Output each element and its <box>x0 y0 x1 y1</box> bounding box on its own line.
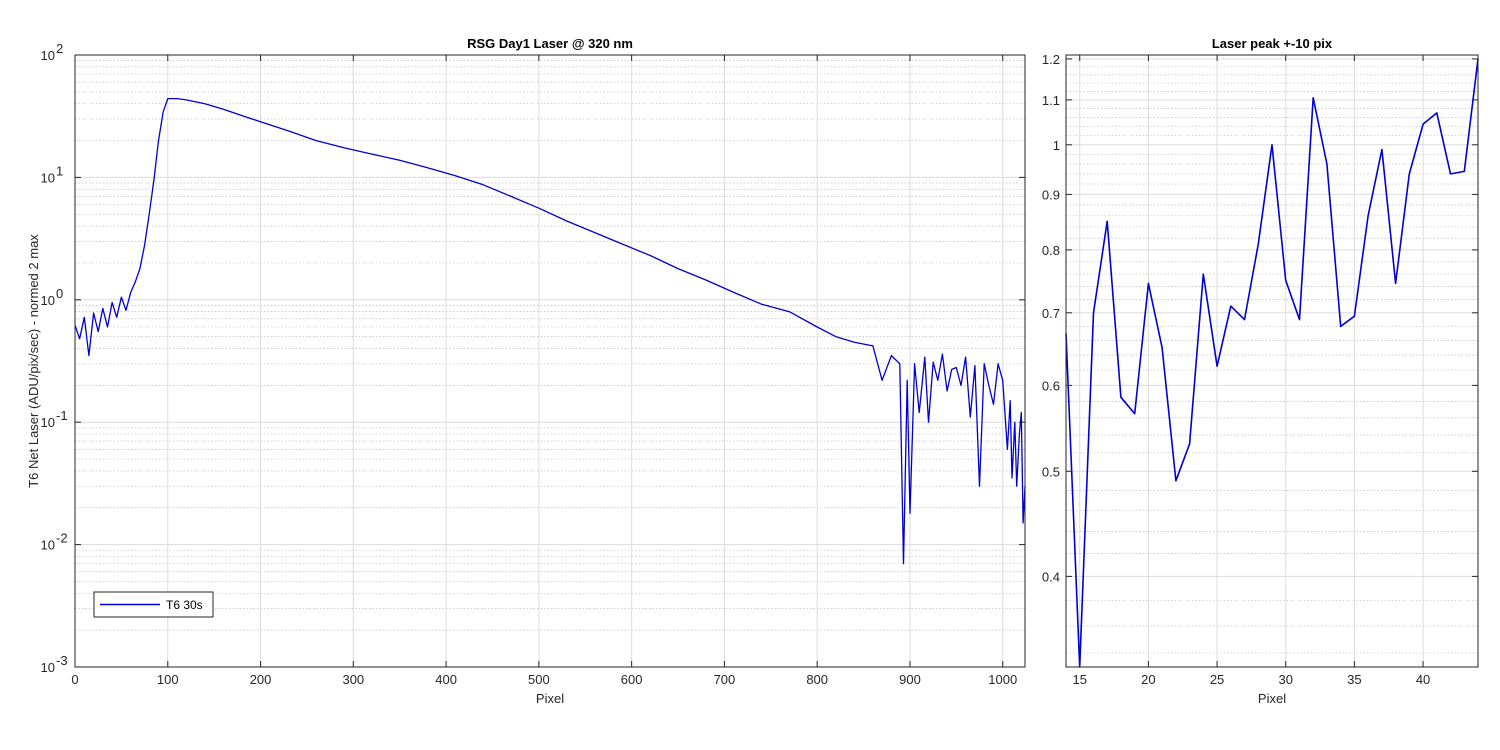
left-y-tick-exponent: 1 <box>56 163 63 178</box>
left-y-tick-exponent: 0 <box>56 286 63 301</box>
left-x-tick-label: 1000 <box>988 672 1017 687</box>
left-ticks <box>74 54 1025 668</box>
left-x-tick-label: 800 <box>806 672 828 687</box>
left-plot-frame <box>74 54 1026 668</box>
right-x-tick-label: 25 <box>1210 672 1224 687</box>
left-y-tick-exponent: 2 <box>56 41 63 56</box>
right-x-tick-label: 20 <box>1141 672 1155 687</box>
right-series-line <box>1065 58 1479 668</box>
left-y-tick-label: 10 <box>41 415 55 430</box>
right-y-tick-label: 1.1 <box>1042 93 1060 108</box>
right-y-tick-label: 0.9 <box>1042 187 1060 202</box>
right-x-axis-label: Pixel <box>1258 691 1286 706</box>
right-series-group <box>1065 58 1479 668</box>
right-y-tick-label: 0.5 <box>1042 464 1060 479</box>
right-x-tick-label: 15 <box>1072 672 1086 687</box>
left-x-tick-label: 0 <box>71 672 78 687</box>
left-x-tick-label: 500 <box>528 672 550 687</box>
right-x-tick-labels: 15 20 25 30 35 40 <box>1072 672 1430 687</box>
right-chart-panel: 15 20 25 30 35 40 0.4 0.5 0.6 0.7 0.8 0.9 1 1.1 1.2 L… <box>1042 36 1479 706</box>
left-y-tick-exponent: -2 <box>56 531 68 546</box>
left-y-tick-label: 10 <box>41 293 55 308</box>
left-x-tick-label: 400 <box>435 672 457 687</box>
left-y-axis-label: T6 Net Laser (ADU/pix/sec) - normed 2 ma… <box>26 234 41 488</box>
left-y-tick-label: 10 <box>41 660 55 675</box>
left-series-line <box>74 97 1026 565</box>
left-chart-panel: 0 100 200 300 400 500 600 700 800 900 1000 10 -310-… <box>26 36 1026 706</box>
right-y-tick-label: 1.2 <box>1042 52 1060 67</box>
right-ticks <box>1066 55 1478 667</box>
left-x-tick-label: 700 <box>714 672 736 687</box>
left-x-tick-labels: 0 100 200 300 400 500 600 700 800 900 1000 <box>71 672 1017 687</box>
left-y-tick-label: 10 <box>41 538 55 553</box>
right-chart-title: Laser peak +-10 pix <box>1212 36 1333 51</box>
left-x-tick-label: 300 <box>342 672 364 687</box>
right-y-tick-labels: 0.4 0.5 0.6 0.7 0.8 0.9 1 1.1 1.2 <box>1042 52 1060 584</box>
left-chart-title: RSG Day1 Laser @ 320 nm <box>467 36 633 51</box>
legend-entry-label: T6 30s <box>166 598 203 612</box>
right-y-tick-label: 0.8 <box>1042 243 1060 258</box>
left-x-tick-label: 600 <box>621 672 643 687</box>
left-x-tick-label: 100 <box>157 672 179 687</box>
right-plot-frame <box>1065 54 1479 668</box>
right-x-tick-label: 35 <box>1347 672 1361 687</box>
left-y-tick-label: 10 <box>41 170 55 185</box>
left-x-tick-label: 900 <box>899 672 921 687</box>
right-x-tick-label: 40 <box>1416 672 1430 687</box>
right-y-tick-label: 0.4 <box>1042 569 1060 584</box>
right-x-tick-label: 30 <box>1278 672 1292 687</box>
left-y-tick-exponent: -3 <box>56 653 68 668</box>
left-x-tick-label: 200 <box>250 672 272 687</box>
left-y-tick-label: 10 <box>41 48 55 63</box>
left-grid <box>74 54 1025 668</box>
legend: T6 30s <box>93 591 214 618</box>
right-y-tick-label: 0.6 <box>1042 378 1060 393</box>
right-y-tick-label: 1 <box>1053 138 1060 153</box>
left-series-group <box>74 97 1026 565</box>
left-y-tick-exponent: -1 <box>56 408 68 423</box>
left-x-axis-label: Pixel <box>536 691 564 706</box>
right-y-tick-label: 0.7 <box>1042 306 1060 321</box>
